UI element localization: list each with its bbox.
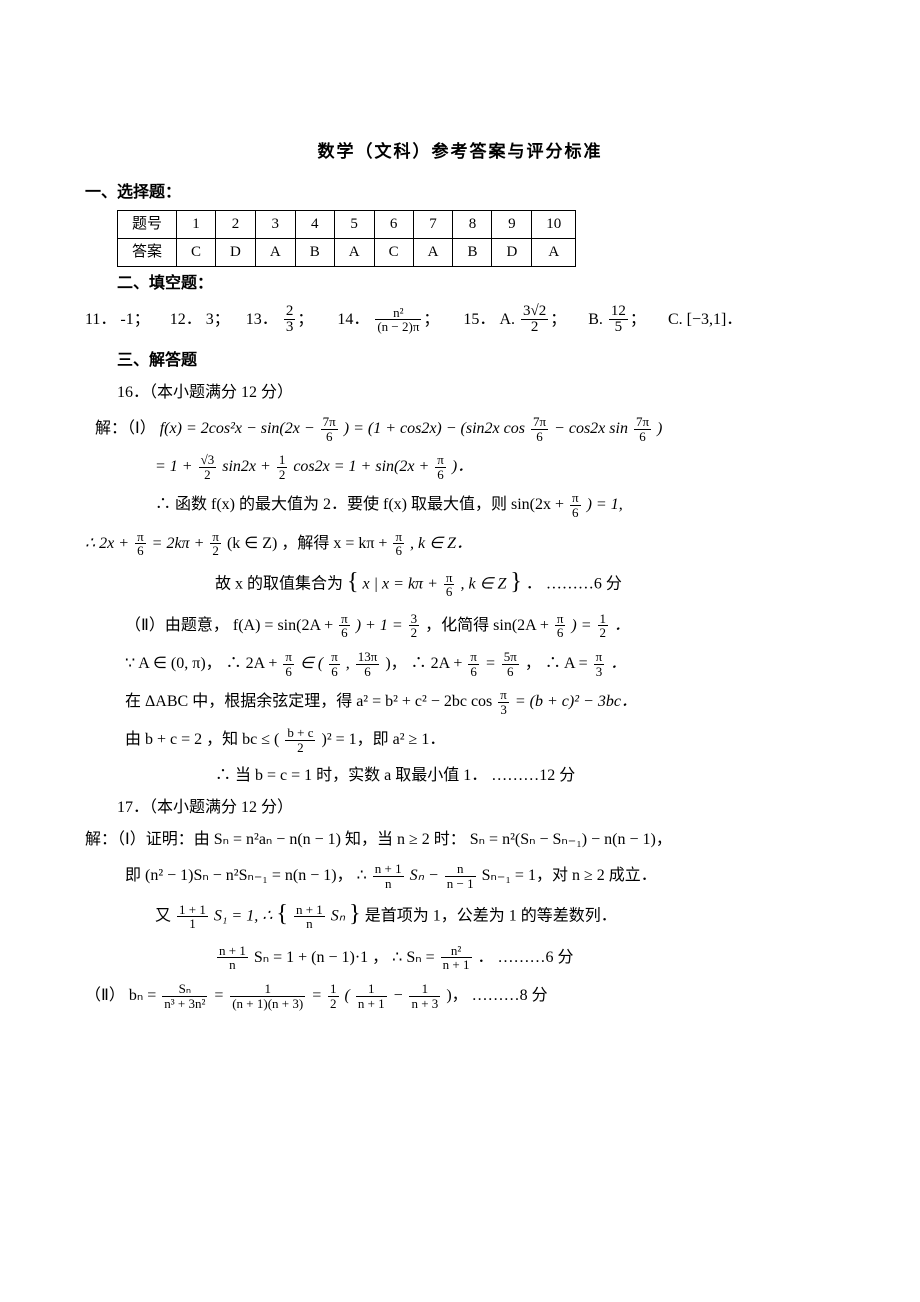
table-header-cell: 题号	[118, 211, 177, 239]
table-cell: 7	[413, 211, 453, 239]
page-title: 数学（文科）参考答案与评分标准	[85, 140, 835, 164]
q15-A-num: 3√2	[521, 304, 548, 321]
q15-A-frac: 3√2 2	[519, 304, 550, 337]
section-choice-heading: 一、选择题：	[85, 182, 835, 204]
q13-frac: 2 3	[282, 304, 298, 337]
fill-blank-line: 11． -1； 12． 3； 13． 2 3 ； 14． n² (n − 2)π…	[85, 304, 835, 337]
table-cell: A	[255, 239, 295, 267]
table-cell: 6	[374, 211, 413, 239]
q14-frac-num: n²	[375, 306, 421, 321]
table-row: 题号 1 2 3 4 5 6 7 8 9 10	[118, 211, 576, 239]
q14-frac-den: (n − 2)π	[375, 320, 421, 334]
q16-line2: = 1 + √32 sin2x + 12 cos2x = 1 + sin(2x …	[155, 453, 835, 481]
q15-B-den: 5	[609, 320, 628, 336]
q16-line4: ∴ 2x + π6 = 2kπ + π2 (k ∈ Z) ，解得 x = kπ …	[85, 530, 835, 558]
q17-line4: n + 1n Sₙ = 1 + (n − 1)·1 ， ∴ Sₙ = n²n +…	[215, 944, 835, 972]
table-cell: C	[374, 239, 413, 267]
q13-label: 13．	[246, 311, 278, 328]
q14-tail: ；	[423, 311, 439, 328]
table-row: 答案 C D A B A C A B D A	[118, 239, 576, 267]
q13-tail: ；	[297, 311, 313, 328]
q12-value: 3；	[206, 311, 230, 328]
table-cell: 1	[177, 211, 216, 239]
table-cell: C	[177, 239, 216, 267]
q15-A-label: A.	[499, 311, 515, 328]
choice-answer-table: 题号 1 2 3 4 5 6 7 8 9 10 答案 C D A B A C A…	[117, 210, 576, 267]
table-cell: 5	[334, 211, 374, 239]
table-cell: 4	[295, 211, 334, 239]
table-cell: 9	[492, 211, 532, 239]
table-cell: 3	[255, 211, 295, 239]
q16-line5: 故 x 的取值集合为 { x | x = kπ + π6 , k ∈ Z } ．…	[215, 568, 835, 602]
table-cell: 8	[453, 211, 492, 239]
q13-frac-num: 2	[284, 304, 296, 321]
table-cell: 10	[532, 211, 576, 239]
q15-B-num: 12	[609, 304, 628, 321]
table-cell: A	[413, 239, 453, 267]
q17-line5: （Ⅱ） bₙ = Sₙn³ + 3n² = 1(n + 1)(n + 3) = …	[85, 982, 835, 1010]
q16-line1: 解：（Ⅰ） f(x) = 2cos²x − sin(2x − 7π6 ) = (…	[95, 415, 835, 443]
q16-line9: 由 b + c = 2 ，知 bc ≤ ( b + c2 )² = 1，即 a²…	[125, 726, 835, 754]
q15-B-label: B.	[588, 311, 603, 328]
table-cell: D	[216, 239, 256, 267]
q12-label: 12．	[170, 311, 202, 328]
section-solve-heading: 三、解答题	[117, 350, 835, 372]
q17-line3: 又 1 + 11 S₁ = 1, ∴ { n + 1n Sₙ } 是首项为 1，…	[155, 900, 835, 934]
q14-frac: n² (n − 2)π	[373, 306, 423, 334]
q15-A-den: 2	[521, 320, 548, 336]
q15-C-label: C.	[668, 311, 683, 328]
section-fill-heading: 二、填空题：	[117, 273, 835, 295]
q15-B-tail: ；	[630, 311, 646, 328]
q17-line1: 解：（Ⅰ）证明：由 Sₙ = n²aₙ − n(n − 1) 知，当 n ≥ 2…	[85, 829, 835, 851]
q15-C-value: [−3,1]．	[687, 311, 743, 328]
q11-value: -1；	[120, 311, 149, 328]
q15-A-tail: ；	[550, 311, 566, 328]
q14-label: 14．	[337, 311, 369, 328]
q16-line3: ∴ 函数 f(x) 的最大值为 2．要使 f(x) 取最大值，则 sin(2x …	[155, 491, 835, 519]
q16-line10: ∴ 当 b = c = 1 时，实数 a 取最小值 1． ………12 分	[215, 765, 835, 787]
q16-heading: 16．（本小题满分 12 分）	[117, 382, 835, 404]
q17-heading: 17．（本小题满分 12 分）	[117, 797, 835, 819]
answer-sheet-page: 数学（文科）参考答案与评分标准 一、选择题： 题号 1 2 3 4 5 6 7 …	[0, 0, 920, 1302]
q11-label: 11．	[85, 311, 116, 328]
table-header-cell: 答案	[118, 239, 177, 267]
table-cell: B	[453, 239, 492, 267]
table-cell: B	[295, 239, 334, 267]
q13-frac-den: 3	[284, 320, 296, 336]
q16-line8: 在 ΔABC 中，根据余弦定理，得 a² = b² + c² − 2bc cos…	[125, 688, 835, 716]
q16-line6: （Ⅱ）由题意， f(A) = sin(2A + π6 ) + 1 = 32 ，化…	[125, 612, 835, 640]
table-cell: A	[334, 239, 374, 267]
q16-line7: ∵ A ∈ (0, π)， ∴ 2A + π6 ∈ ( π6 , 13π6 )，…	[125, 650, 835, 678]
table-cell: A	[532, 239, 576, 267]
q15-label: 15．	[463, 311, 495, 328]
table-cell: D	[492, 239, 532, 267]
table-cell: 2	[216, 211, 256, 239]
q17-line2: 即 (n² − 1)Sₙ − n²Sₙ₋₁ = n(n − 1)， ∴ n + …	[125, 862, 835, 890]
q15-B-frac: 12 5	[607, 304, 630, 337]
